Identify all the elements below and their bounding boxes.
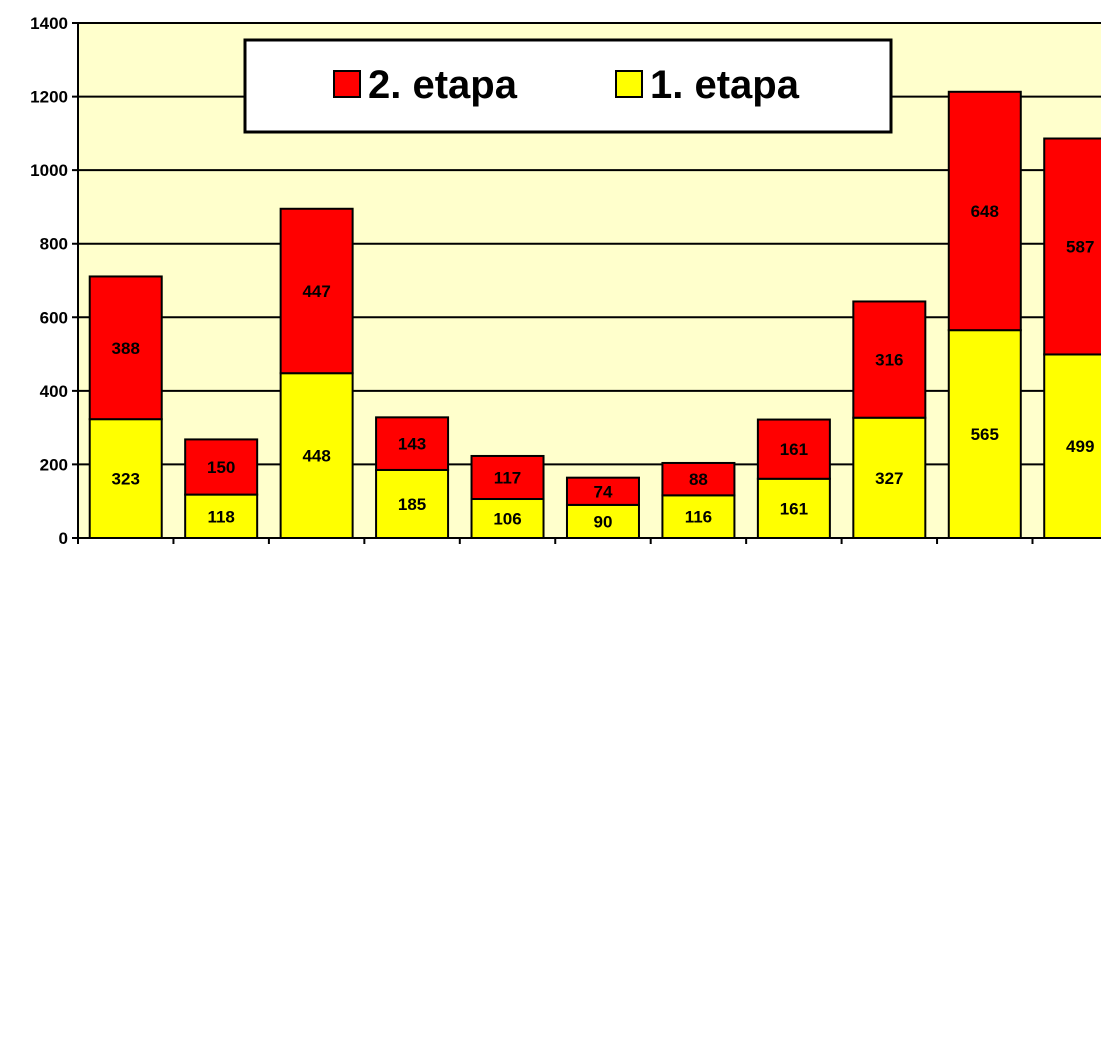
y-tick-label: 1000 xyxy=(30,161,68,180)
bar-segment-etapa-2 xyxy=(88,275,163,421)
bar-segment-etapa-1 xyxy=(661,494,736,540)
data-label: 323 xyxy=(112,470,140,489)
y-tick-label: 0 xyxy=(59,529,68,548)
bar-segment-etapa-2 xyxy=(375,416,450,471)
data-label: 161 xyxy=(780,499,808,518)
legend-swatch-2-etapa xyxy=(333,70,361,98)
bar-segment-etapa-1 xyxy=(470,498,545,539)
data-label: 316 xyxy=(875,351,903,370)
bar-segment-etapa-1 xyxy=(279,372,354,540)
bar-segment-etapa-2 xyxy=(565,476,640,506)
y-tick-label: 800 xyxy=(40,235,68,254)
bar-segment-etapa-2 xyxy=(947,90,1022,332)
data-label: 587 xyxy=(1066,237,1094,256)
y-tick-label: 400 xyxy=(40,382,68,401)
data-label: 74 xyxy=(594,482,613,501)
bar-segment-etapa-2 xyxy=(184,438,259,496)
data-labels-layer: 323 388 118 150 448 447 185 143 106 117 90 74 116 88 1… xyxy=(112,202,1095,531)
legend-swatch-1-etapa xyxy=(615,70,643,98)
legend-label-2-etapa: 2. etapa xyxy=(368,63,518,107)
data-label: 448 xyxy=(302,447,330,466)
data-label: 447 xyxy=(302,282,330,301)
bar-segment-etapa-2 xyxy=(756,418,831,480)
data-label: 143 xyxy=(398,435,426,454)
data-label: 116 xyxy=(685,508,712,527)
data-label: 185 xyxy=(398,495,426,514)
data-label: 565 xyxy=(971,425,999,444)
y-tick-labels: 0 200 400 600 800 1000 1200 1400 xyxy=(30,14,68,548)
y-tick-label: 200 xyxy=(40,455,68,474)
data-label: 499 xyxy=(1066,437,1094,456)
bar-segment-etapa-1 xyxy=(375,468,450,540)
data-label: 117 xyxy=(494,468,521,487)
data-label: 118 xyxy=(207,507,234,526)
bar-segment-etapa-2 xyxy=(852,300,927,419)
y-tick-label: 1200 xyxy=(30,88,68,107)
data-label: 90 xyxy=(594,512,613,531)
data-label: 388 xyxy=(112,339,140,358)
bar-segment-etapa-2 xyxy=(470,454,545,501)
data-label: 161 xyxy=(780,440,808,459)
data-label: 327 xyxy=(875,469,903,488)
data-label: 88 xyxy=(689,470,708,489)
data-label: 150 xyxy=(207,458,235,477)
bar-segment-etapa-2 xyxy=(279,207,354,375)
data-label: 106 xyxy=(493,510,521,529)
y-tick-label: 1400 xyxy=(30,14,68,33)
bar-segment-etapa-2 xyxy=(1043,137,1101,356)
legend-label-1-etapa: 1. etapa xyxy=(650,63,800,107)
bar-segment-etapa-2 xyxy=(661,461,736,497)
data-label: 648 xyxy=(971,202,999,221)
legend: 2. etapa 1. etapa xyxy=(243,38,893,134)
y-tick-label: 600 xyxy=(40,308,68,327)
x-tick-marks xyxy=(172,538,1034,544)
